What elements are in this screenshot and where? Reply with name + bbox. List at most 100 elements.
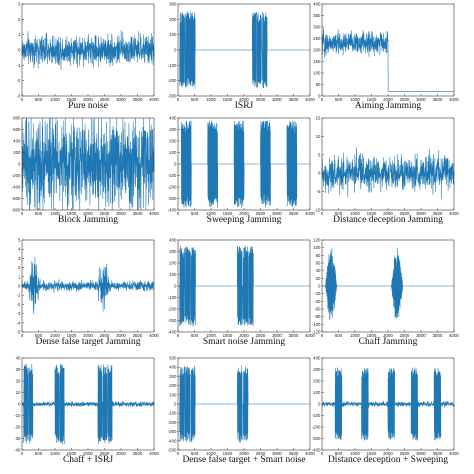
x-tick-label: 1000: [350, 97, 360, 102]
x-tick-label: 2500: [400, 451, 410, 456]
series-line: [21, 117, 155, 211]
x-tick-label: 3500: [433, 211, 443, 216]
x-tick-label: 500: [335, 333, 343, 338]
x-tick-label: 2500: [256, 211, 266, 216]
x-tick-label: 1000: [206, 97, 216, 102]
panel-isrj: 0 500 1000 1500 2000 2500 3000 3500 4000 -300 -200…: [168, 2, 316, 115]
y-tick-label: 200: [313, 48, 321, 53]
x-tick-label: 1500: [67, 211, 77, 216]
y-tick-label: -4: [17, 320, 21, 325]
chart-sweeping-jamming: 0 500 1000 1500 2000 2500 3000 3500 4000-400-300…: [168, 116, 316, 217]
y-tick-label: 400: [169, 238, 177, 243]
x-tick-label: 1000: [206, 211, 216, 216]
y-tick-label: 10: [16, 390, 21, 395]
y-tick-label: -10: [314, 208, 321, 213]
x-tick-label: 2000: [83, 211, 93, 216]
y-tick-label: 500: [169, 356, 177, 361]
y-tick-label: -400: [168, 330, 177, 335]
panel-distance-deception-sweeping: 0 500 1000 1500 2000 2500 3000 3500 4000 -400 -300…: [312, 356, 460, 469]
panel-block-jamming: 0 500 1000 1500 2000 2500 3000 3500 4000 -800 -600…: [12, 116, 160, 229]
y-tick-label: 100: [313, 390, 321, 395]
y-tick-label: 4: [18, 247, 21, 252]
series-line: [321, 367, 455, 441]
y-tick-label: 300: [169, 374, 177, 379]
y-tick-label: 10: [316, 134, 321, 139]
panel-chaff-isrj: 0 500 1000 1500 2000 2500 3000 3500 4000 -40 -30 -2…: [14, 356, 159, 469]
x-tick-label: 3500: [133, 97, 143, 102]
x-tick-label: 0: [321, 211, 324, 216]
y-tick-label: -300: [168, 94, 177, 99]
x-tick-label: 0: [177, 451, 180, 456]
x-tick-label: 500: [191, 451, 199, 456]
chart-aiming-jamming: 0 500 1000 1500 2000 2500 3000 3500 400005010015…: [313, 2, 459, 103]
x-tick-label: 3000: [272, 451, 282, 456]
x-tick-label: 4000: [149, 211, 159, 216]
y-tick-label: -200: [168, 307, 177, 312]
y-tick-label: 150: [313, 59, 321, 64]
x-tick-label: 2500: [100, 97, 110, 102]
y-tick-label: 100: [169, 392, 177, 397]
x-tick-label: 4000: [305, 211, 315, 216]
x-tick-label: 1500: [67, 333, 77, 338]
y-tick-label: 800: [13, 116, 21, 121]
x-tick-label: 500: [191, 333, 199, 338]
x-tick-label: 2000: [83, 97, 93, 102]
y-tick-label: 3: [18, 256, 21, 261]
y-tick-label: 600: [13, 127, 21, 132]
y-tick-label: -400: [168, 438, 177, 443]
x-tick-label: 500: [335, 97, 343, 102]
y-tick-label: 200: [169, 17, 177, 22]
x-tick-label: 500: [35, 451, 43, 456]
caption-sweeping-jamming: Sweeping Jamming: [206, 215, 282, 225]
y-tick-label: 0: [318, 94, 321, 99]
y-tick-label: -100: [312, 413, 321, 418]
y-tick-label: -100: [168, 295, 177, 300]
x-tick-label: 3000: [272, 333, 282, 338]
y-tick-label: 40: [316, 268, 321, 273]
x-tick-label: 2500: [256, 451, 266, 456]
x-tick-label: 2000: [83, 333, 93, 338]
series-line: [21, 363, 155, 445]
y-tick-label: -200: [168, 420, 177, 425]
x-tick-label: 1000: [50, 211, 60, 216]
x-tick-label: 0: [177, 211, 180, 216]
y-tick-label: 1: [18, 32, 21, 37]
y-tick-label: -100: [168, 63, 177, 68]
y-tick-label: 250: [313, 36, 321, 41]
x-tick-label: 2000: [383, 333, 393, 338]
y-tick-label: 0: [174, 48, 177, 53]
series-line: [178, 245, 310, 327]
x-tick-label: 1500: [67, 451, 77, 456]
chart-isrj: 0 500 1000 1500 2000 2500 3000 3500 4000-300-200…: [168, 2, 316, 103]
x-tick-label: 3000: [116, 97, 126, 102]
y-tick-label: -1: [17, 293, 21, 298]
y-tick-label: -200: [312, 425, 321, 430]
x-tick-label: 3000: [116, 451, 126, 456]
x-tick-label: 1500: [223, 451, 233, 456]
x-tick-label: 2000: [383, 451, 393, 456]
y-tick-label: 100: [169, 272, 177, 277]
y-tick-label: 350: [313, 13, 321, 18]
y-tick-label: 80: [316, 253, 321, 258]
y-tick-label: 40: [16, 356, 21, 361]
y-tick-label: -400: [168, 208, 177, 213]
series-line: [178, 365, 310, 443]
chart-distance-deception-jamming: 0 500 1000 1500 2000 2500 3000 3500 4000 -10 -5 0 5 1…: [314, 116, 459, 217]
y-tick-label: 50: [316, 82, 321, 87]
y-tick-label: 300: [169, 249, 177, 254]
x-tick-label: 500: [35, 97, 43, 102]
x-tick-label: 4000: [305, 451, 315, 456]
y-tick-label: 0: [174, 162, 177, 167]
caption-distance-deception-jamming: Distance deception Jamming: [333, 215, 443, 225]
y-tick-label: 200: [13, 150, 21, 155]
y-tick-label: -800: [12, 208, 21, 213]
chart-block-jamming: 0 500 1000 1500 2000 2500 3000 3500 4000-800-600…: [12, 116, 160, 217]
panel-sweeping-jamming: 0 500 1000 1500 2000 2500 3000 3500 4000 -400 -300…: [168, 116, 316, 229]
x-tick-label: 1000: [50, 451, 60, 456]
y-tick-label: 1: [18, 274, 21, 279]
x-tick-label: 4000: [449, 211, 459, 216]
y-tick-label: 200: [169, 139, 177, 144]
x-tick-label: 500: [335, 451, 343, 456]
x-tick-label: 3000: [416, 451, 426, 456]
y-tick-label: 5: [318, 152, 321, 157]
